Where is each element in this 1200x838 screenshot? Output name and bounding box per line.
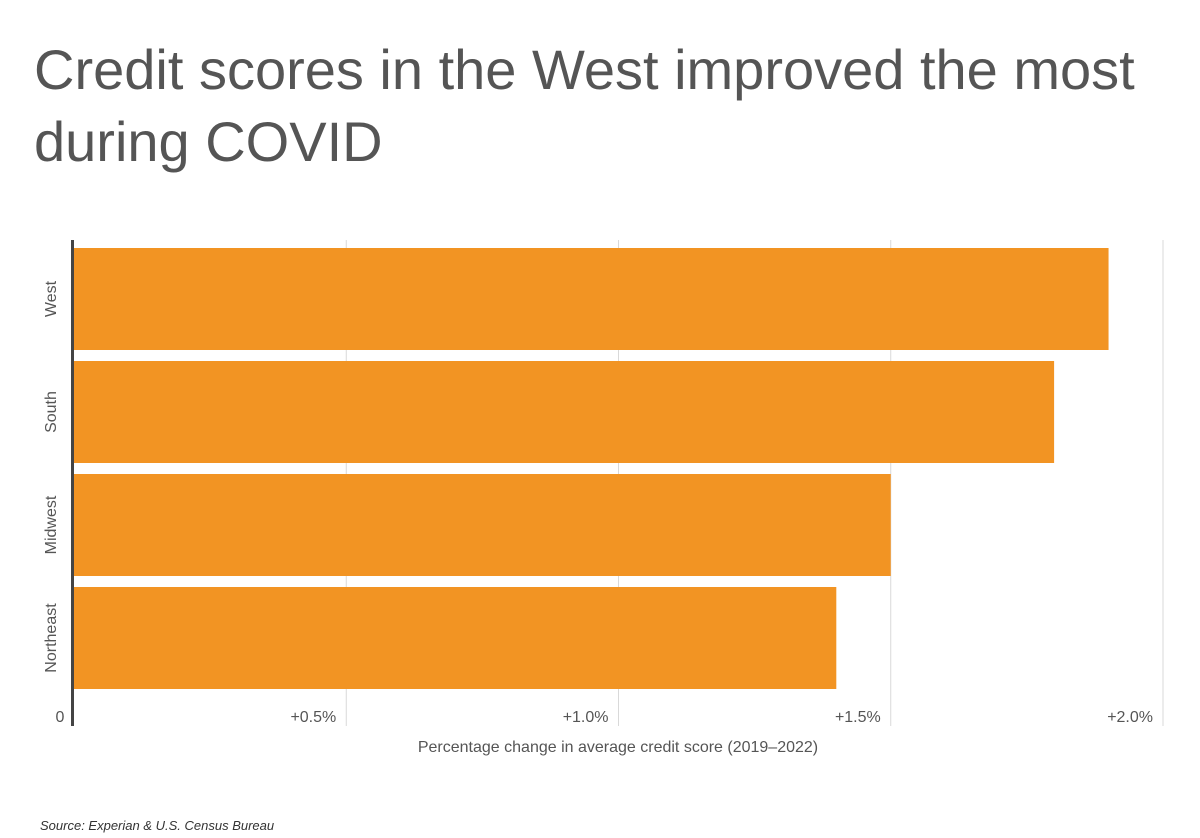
x-tick-label: +1.5% — [835, 709, 881, 726]
bar-northeast — [74, 587, 837, 689]
bar-west — [74, 248, 1109, 350]
x-tick-label: 0 — [56, 709, 65, 726]
bar-south — [74, 361, 1055, 463]
x-tick-label: +2.0% — [1107, 709, 1153, 726]
y-category-label: South — [43, 391, 60, 433]
y-category-label: West — [43, 280, 60, 317]
x-axis-title: Percentage change in average credit scor… — [418, 739, 818, 756]
chart-title: Credit scores in the West improved the m… — [34, 38, 1135, 173]
y-category-label: Northeast — [43, 603, 60, 673]
x-tick-label: +0.5% — [290, 709, 336, 726]
bar-midwest — [74, 474, 891, 576]
labels: 0 +0.5% +1.0% +1.5% +2.0% West South Midwest Nor… — [43, 280, 1153, 726]
source-note: Source: Experian & U.S. Census Bureau — [40, 818, 275, 833]
bars — [74, 248, 1109, 689]
x-tick-label: +1.0% — [563, 709, 609, 726]
y-category-label: Midwest — [43, 495, 60, 554]
